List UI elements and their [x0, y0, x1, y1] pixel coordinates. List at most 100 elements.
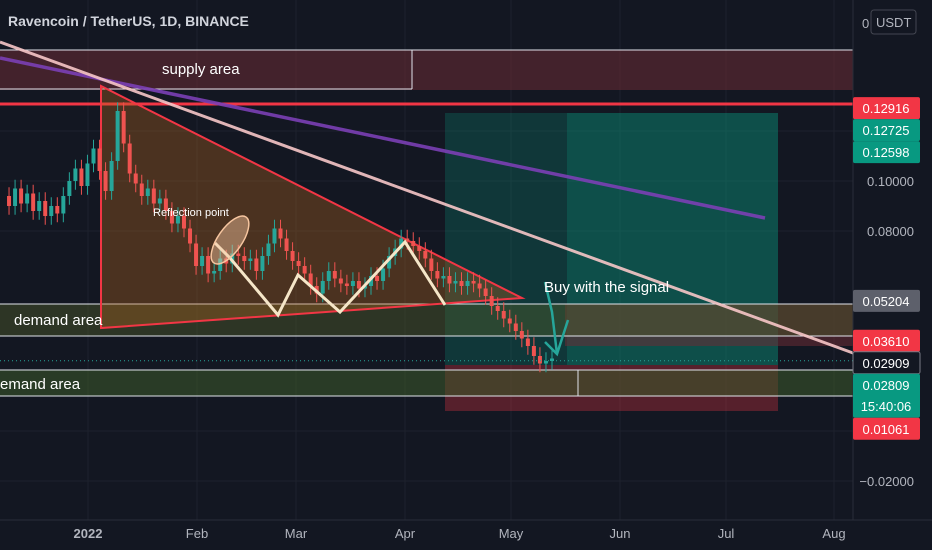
time-axis-label: Feb	[186, 526, 208, 541]
candle-down	[459, 281, 464, 286]
candle-down	[284, 238, 289, 251]
price-tag	[853, 417, 920, 440]
price-tag-countdown: 15:40:06	[861, 399, 912, 414]
supply-zone	[0, 50, 853, 90]
candle-down	[31, 193, 36, 211]
price-axis-label: −0.02000	[859, 474, 914, 489]
candle-up	[248, 258, 253, 261]
price-tag	[853, 141, 920, 164]
candle-down	[308, 273, 313, 286]
candle-down	[356, 281, 361, 289]
candle-down	[206, 256, 211, 274]
candle-up	[326, 271, 331, 281]
price-axis-label: 0.10000	[867, 174, 914, 189]
candle-up	[25, 193, 30, 204]
candle-down	[537, 356, 542, 364]
time-axis-label: Mar	[285, 526, 308, 541]
candle-down	[375, 276, 380, 281]
candle-up	[399, 238, 404, 249]
candle-down	[417, 246, 422, 251]
candle-up	[157, 198, 162, 204]
currency-button[interactable]: USDT	[870, 9, 917, 35]
candle-down	[181, 216, 186, 229]
candle-up	[67, 181, 72, 196]
candle-up	[175, 216, 180, 224]
candle-down	[501, 311, 506, 319]
candle-down	[254, 258, 259, 271]
price-tag-value: 0.01061	[863, 422, 910, 437]
supply-area-label: supply area	[162, 61, 240, 78]
candle-down	[483, 288, 488, 296]
candle-down	[296, 261, 301, 266]
candle-up	[218, 258, 223, 271]
reflection-point-label: Reflection point	[153, 207, 229, 219]
candle-up	[369, 276, 374, 286]
candle-down	[338, 278, 343, 284]
buy-arrow-head	[544, 319, 570, 357]
candle-down	[127, 143, 132, 174]
candle-down	[411, 241, 416, 246]
price-tag	[853, 373, 920, 418]
price-axis-label: 0.08000	[867, 224, 914, 239]
candle-down	[7, 196, 12, 206]
candle-up	[13, 188, 18, 206]
candle-up	[543, 361, 548, 364]
candle-up	[61, 196, 66, 214]
candle-down	[405, 238, 410, 241]
time-axis	[0, 520, 932, 550]
candle-up	[320, 281, 325, 294]
demand-area-label: demand area	[14, 312, 103, 329]
candle-down	[242, 256, 247, 261]
price-tag-value: 0.02909	[863, 356, 910, 371]
candle-down	[507, 318, 512, 324]
candle-down	[429, 258, 434, 271]
candle-down	[194, 243, 199, 266]
candle-down	[471, 281, 476, 284]
time-axis-label: Apr	[395, 526, 416, 541]
candle-down	[103, 171, 108, 191]
candle-up	[266, 243, 271, 256]
time-axis-label: Jul	[718, 526, 735, 541]
candle-down	[236, 253, 241, 256]
candle-down	[525, 338, 530, 346]
price-tags: 0.12916 0.12725 0.12598 0.05204 0.03610 0.029…	[852, 97, 921, 440]
candle-up	[73, 168, 78, 181]
candle-up	[272, 228, 277, 244]
candle-down	[290, 251, 295, 261]
candle-up	[260, 256, 265, 271]
entry-zone	[565, 304, 853, 346]
candle-up	[465, 281, 470, 286]
buy-signal-label: Buy with the signal	[544, 279, 669, 296]
demand-zone-lower	[0, 370, 853, 396]
candle-up	[145, 188, 150, 196]
candle-down	[19, 188, 24, 204]
candle-down	[423, 251, 428, 259]
candle-down	[519, 331, 524, 339]
candle-down	[489, 296, 494, 306]
candle-down	[169, 211, 174, 224]
price-axis	[853, 0, 932, 520]
demand-area-label-lower: emand area	[0, 376, 81, 393]
candle-down	[97, 148, 102, 171]
demand-zone-upper	[0, 304, 853, 336]
candle-up	[91, 148, 96, 164]
chart-title: Ravencoin / TetherUS, 1D, BINANCE	[8, 13, 249, 29]
buy-arrow-path	[543, 281, 559, 355]
price-tag-value: 0.03610	[863, 334, 910, 349]
candle-up	[381, 268, 386, 281]
time-axis-ticks: 2022 Feb Mar Apr May Jun Jul Aug	[74, 526, 846, 541]
reflection-point-marker	[210, 215, 250, 265]
price-axis-zero: 0	[862, 16, 869, 31]
candle-up	[37, 201, 42, 211]
candle-up	[85, 163, 90, 186]
candle-up	[441, 276, 446, 279]
time-axis-label: Aug	[822, 526, 845, 541]
candle-down	[477, 283, 482, 289]
time-axis-label: 2022	[74, 526, 103, 541]
currency-button-label[interactable]: USDT	[876, 15, 911, 30]
candle-up	[550, 358, 554, 361]
candle-down	[139, 183, 144, 196]
currency-button-frame[interactable]	[870, 9, 917, 35]
price-tag-value: 0.12916	[863, 101, 910, 116]
